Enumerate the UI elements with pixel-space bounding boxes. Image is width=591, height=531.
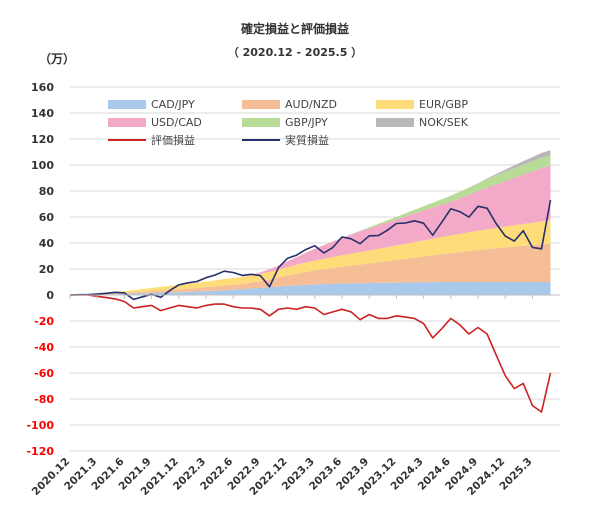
legend-label: AUD/NZD (285, 98, 337, 111)
legend-swatch (108, 100, 146, 109)
legend-label: 実質損益 (285, 133, 329, 147)
y-tick-label: -80 (34, 393, 54, 406)
y-tick-label: 140 (31, 107, 54, 120)
y-tick-label: 40 (39, 237, 55, 250)
y-tick-label: -60 (34, 367, 54, 380)
x-tick-label: 2020.12 (30, 456, 72, 498)
y-tick-label: -20 (34, 315, 54, 328)
y-tick-label: 120 (31, 133, 54, 146)
y-unit-label: （万） (39, 51, 75, 66)
legend-label: 評価損益 (151, 133, 195, 147)
legend-label: NOK/SEK (419, 116, 469, 129)
legend-swatch (376, 100, 414, 109)
legend-label: GBP/JPY (285, 116, 328, 129)
y-tick-label: 100 (31, 159, 54, 172)
legend-swatch (376, 118, 414, 127)
legend-swatch (242, 118, 280, 127)
area-eur-gbp (70, 220, 551, 295)
line-series-0 (70, 294, 552, 413)
stacked-areas (70, 150, 551, 295)
legend-swatch (242, 100, 280, 109)
gridlines (70, 86, 560, 452)
chart-title: 確定損益と評価損益 (241, 21, 349, 36)
area-aud-nzd (70, 243, 551, 295)
y-tick-label: 20 (39, 263, 55, 276)
y-tick-label: -100 (26, 419, 54, 432)
area-usd-cad (70, 165, 551, 295)
y-tick-label: 0 (46, 289, 54, 302)
y-tick-label: 160 (31, 81, 54, 94)
y-tick-label: 60 (39, 211, 55, 224)
area-cad-jpy (70, 282, 551, 295)
legend: CAD/JPY AUD/NZD EUR/GBP USD/CAD GBP/JPY NOK/S… (108, 98, 469, 147)
legend-label: USD/CAD (151, 116, 202, 129)
y-tick-label: 80 (39, 185, 55, 198)
legend-swatch (108, 118, 146, 127)
legend-label: EUR/GBP (419, 98, 468, 111)
legend-label: CAD/JPY (151, 98, 195, 111)
y-tick-label: -120 (26, 445, 54, 458)
y-tick-label: -40 (34, 341, 54, 354)
chart-subtitle: （ 2020.12 - 2025.5 ） (228, 46, 362, 59)
